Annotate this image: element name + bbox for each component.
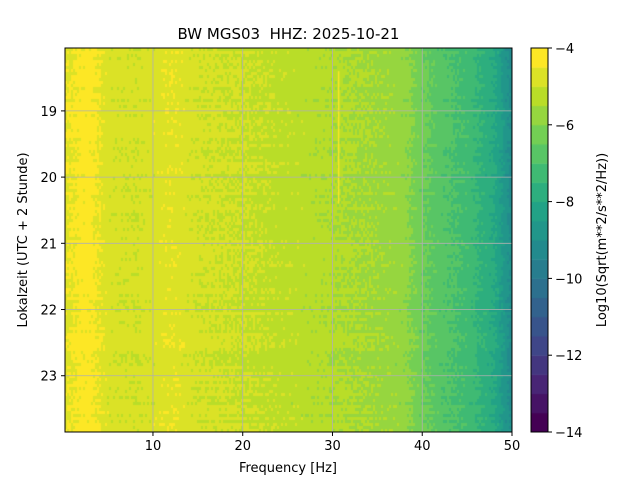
y-axis-label: Lokalzeit (UTC + 2 Stunde) xyxy=(16,152,31,327)
spectrogram-image xyxy=(65,48,512,432)
x-axis-label: Frequency [Hz] xyxy=(239,461,337,476)
colorbar-tick-label: −6 xyxy=(555,119,574,134)
x-tick-label: 10 xyxy=(145,439,162,454)
plot-frame xyxy=(64,47,513,433)
colorbar-label: Log10(Sqrt(m**2/s**2/Hz)) xyxy=(595,153,610,327)
y-tick-label: 21 xyxy=(40,237,57,252)
colorbar xyxy=(531,48,548,432)
x-tick-label: 20 xyxy=(234,439,251,454)
x-tick-label: 30 xyxy=(324,439,341,454)
x-tick-label: 50 xyxy=(504,439,521,454)
colorbar-tick-label: −10 xyxy=(555,272,582,287)
y-tick-label: 20 xyxy=(40,171,57,186)
y-tick-label: 23 xyxy=(40,370,57,385)
colorbar-tick-label: −12 xyxy=(555,349,582,364)
colorbar-tick-label: −8 xyxy=(555,196,574,211)
y-tick-label: 19 xyxy=(40,105,57,120)
colorbar-frame xyxy=(530,47,549,433)
colorbar-tick-label: −14 xyxy=(555,426,582,441)
y-tick-label: 22 xyxy=(40,304,57,319)
colorbar-tick-label: −4 xyxy=(555,42,574,57)
x-tick-label: 40 xyxy=(414,439,431,454)
chart-title: BW MGS03 HHZ: 2025-10-21 xyxy=(177,25,400,43)
